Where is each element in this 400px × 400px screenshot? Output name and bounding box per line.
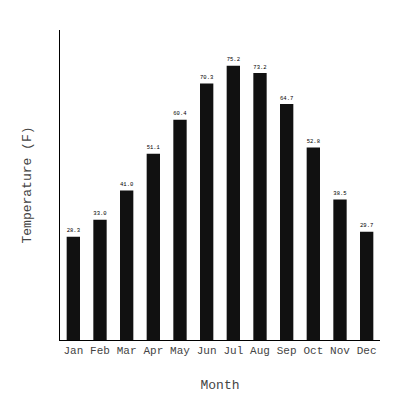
svg-text:Month: Month <box>200 378 239 393</box>
svg-text:Nov: Nov <box>330 345 350 357</box>
svg-text:70.3: 70.3 <box>200 74 213 81</box>
svg-text:Apr: Apr <box>143 345 163 357</box>
svg-text:Jun: Jun <box>197 345 217 357</box>
svg-text:Sep: Sep <box>277 345 297 357</box>
svg-text:60.4: 60.4 <box>173 110 186 117</box>
svg-text:38.5: 38.5 <box>333 190 346 197</box>
svg-text:75.2: 75.2 <box>227 56 240 63</box>
svg-text:Mar: Mar <box>117 345 137 357</box>
svg-text:Dec: Dec <box>357 345 377 357</box>
svg-text:52.8: 52.8 <box>307 138 320 145</box>
svg-text:Aug: Aug <box>250 345 270 357</box>
svg-text:Oct: Oct <box>303 345 323 357</box>
svg-text:Feb: Feb <box>90 345 110 357</box>
svg-text:33.0: 33.0 <box>93 210 106 217</box>
svg-text:Jul: Jul <box>223 345 243 357</box>
svg-text:41.0: 41.0 <box>120 181 133 188</box>
svg-text:51.1: 51.1 <box>147 144 161 151</box>
svg-text:73.2: 73.2 <box>253 64 266 71</box>
svg-text:28.3: 28.3 <box>67 227 80 234</box>
svg-text:Temperature (F): Temperature (F) <box>20 126 35 243</box>
svg-text:May: May <box>170 345 190 357</box>
svg-text:Jan: Jan <box>63 345 83 357</box>
svg-text:64.7: 64.7 <box>280 95 293 102</box>
svg-text:29.7: 29.7 <box>360 222 373 229</box>
